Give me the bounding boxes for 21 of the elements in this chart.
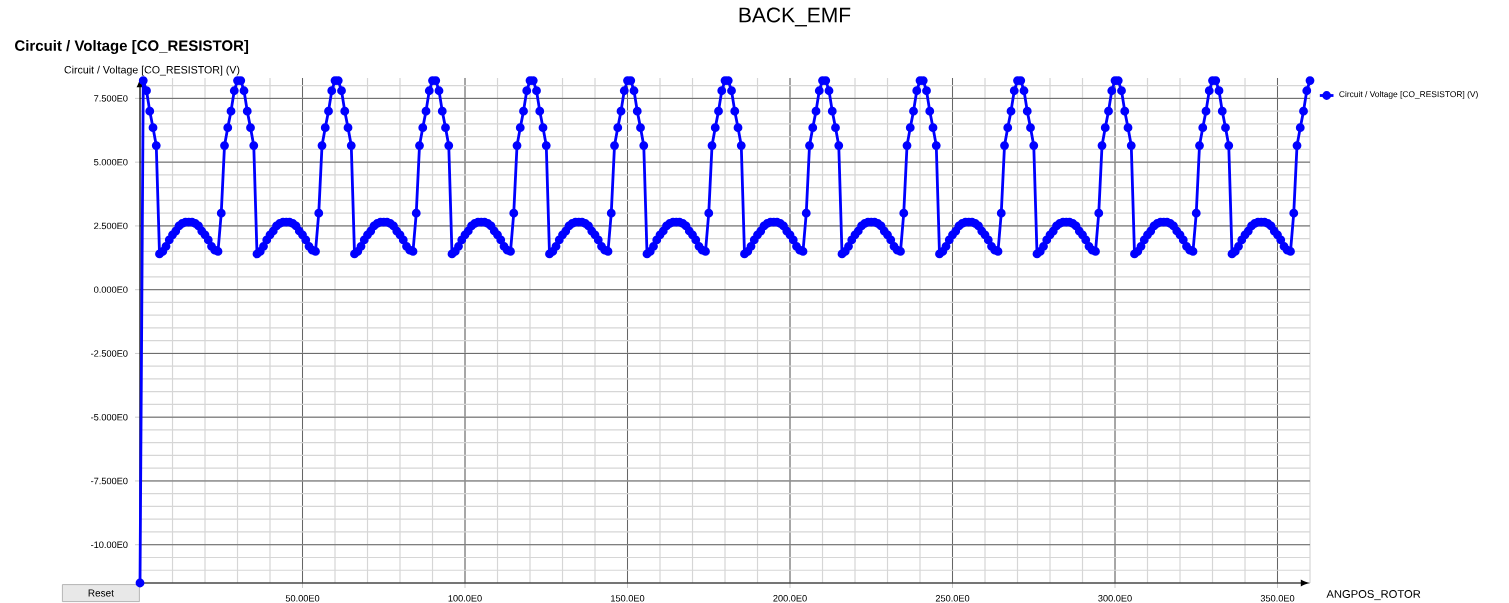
x-tick-label: 50.00E0 — [285, 595, 320, 602]
text: Reset — [88, 589, 114, 597]
x-tick-label: 100.0E0 — [448, 595, 482, 602]
y-tick-label: -10.00E0 — [91, 541, 128, 548]
y-tick-label: 0.000E0 — [94, 286, 128, 293]
y-tick-label: 7.500E0 — [94, 95, 128, 102]
x-tick-label: 200.0E0 — [773, 595, 807, 602]
x-tick-label: 300.0E0 — [1098, 595, 1132, 602]
chart-subtitle: Circuit / Voltage [CO_RESISTOR] — [15, 39, 249, 54]
x-axis-title: ANGPOS_ROTOR — [1326, 590, 1421, 601]
chart-title: BACK_EMF — [739, 7, 851, 27]
x-tick-label: 350.0E0 — [1260, 595, 1295, 602]
y-axis-title: Circuit / Voltage [CO_RESISTOR] (V) — [64, 65, 240, 76]
legend-label: Circuit / Voltage [CO_RESISTOR] (V) — [1339, 90, 1478, 99]
y-tick-label: 5.000E0 — [94, 158, 128, 166]
x-tick-label: 250.0E0 — [935, 595, 970, 602]
y-tick-label: 2.500E0 — [94, 222, 128, 230]
y-tick-label: -2.500E0 — [91, 350, 128, 357]
y-tick-label: -5.000E0 — [91, 413, 128, 421]
y-tick-label: -7.500E0 — [91, 477, 128, 485]
x-tick-label: 150.0E0 — [611, 595, 645, 602]
